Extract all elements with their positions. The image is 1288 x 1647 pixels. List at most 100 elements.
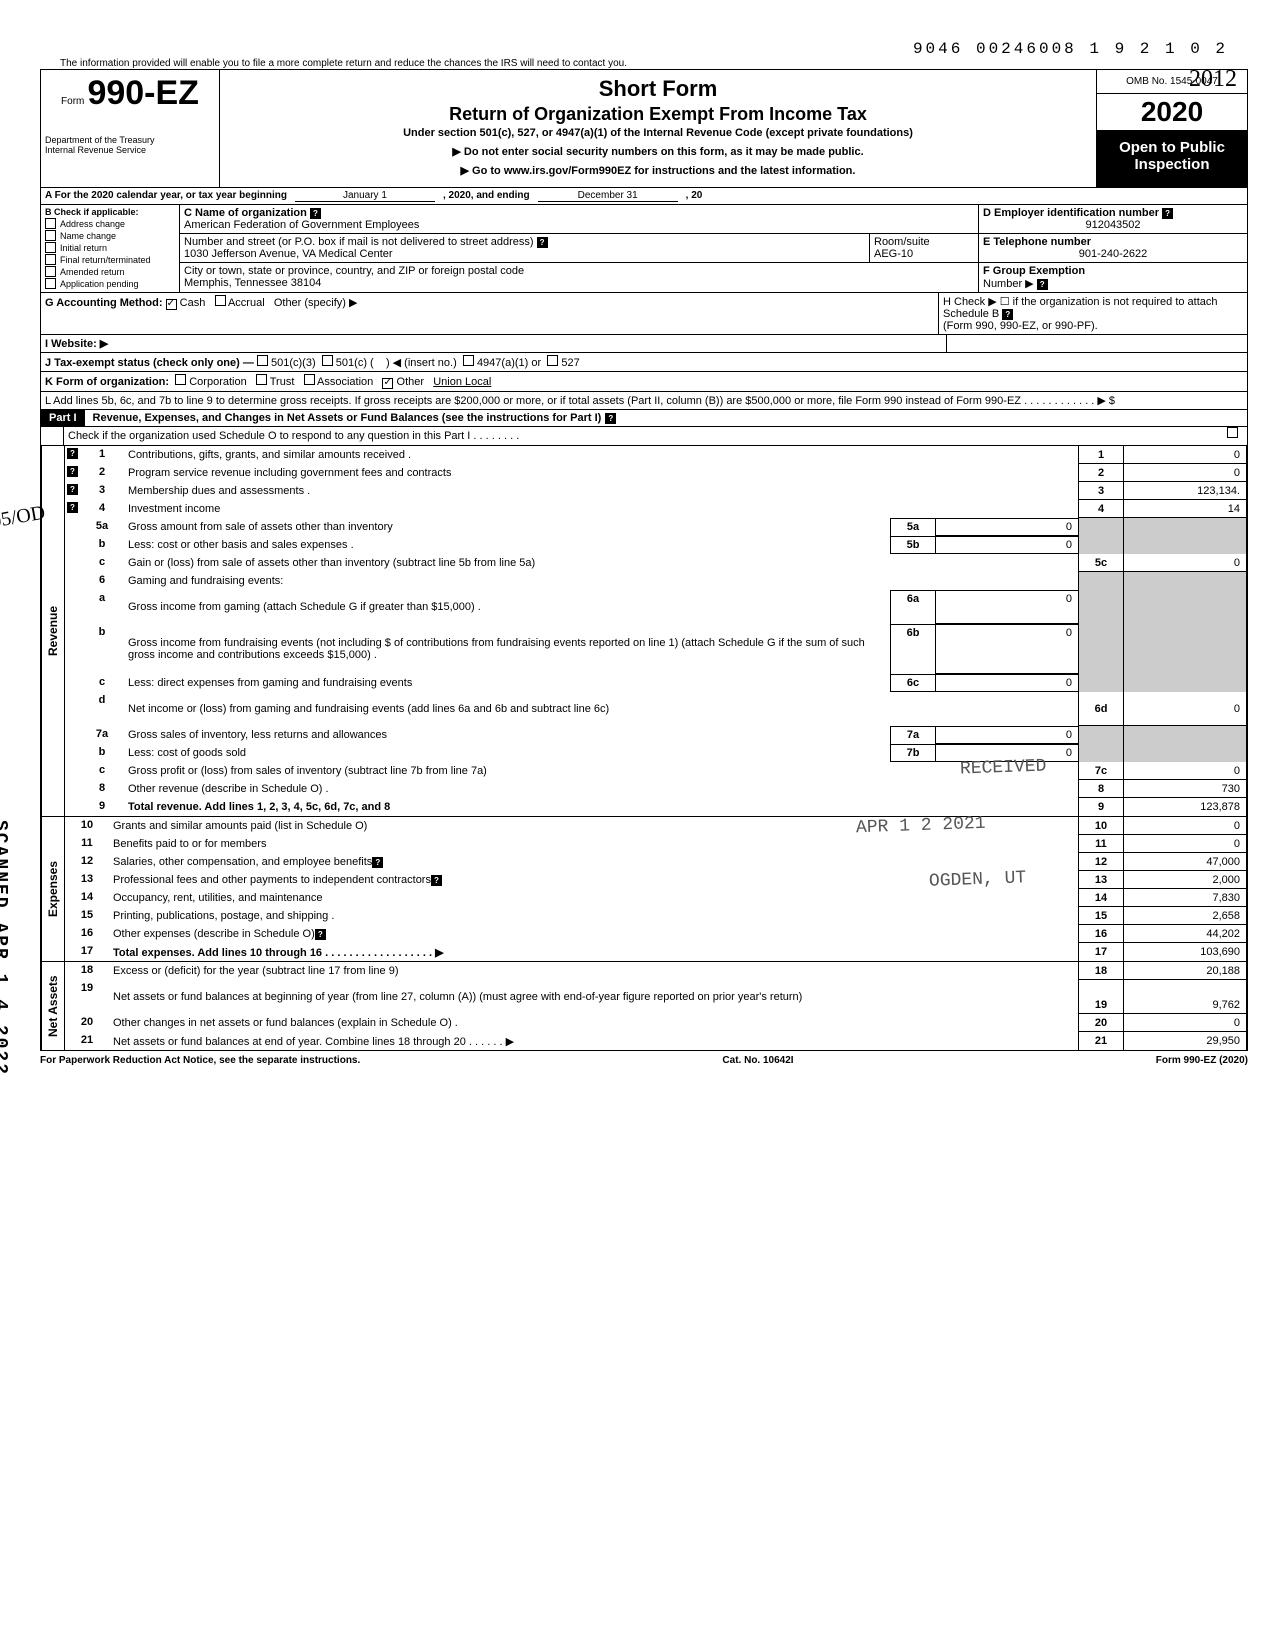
expenses-label: Expenses (41, 817, 64, 961)
line-6b: Gross income from fundraising events (no… (124, 624, 890, 674)
line-3: Membership dues and assessments . (124, 482, 1078, 500)
form-header: Form 990-EZ Department of the Treasury I… (40, 69, 1248, 188)
cb-name-change[interactable] (45, 230, 56, 241)
part1-title: Revenue, Expenses, and Changes in Net As… (85, 412, 602, 424)
line-h2: (Form 990, 990-EZ, or 990-PF). (943, 320, 1098, 332)
ein-value: 912043502 (983, 219, 1243, 231)
cb-501c3[interactable] (257, 355, 268, 366)
line-2: Program service revenue including govern… (124, 464, 1078, 482)
line-h: H Check ▶ ☐ if the organization is not r… (943, 296, 1218, 320)
addr-label: Number and street (or P.O. box if mail i… (184, 236, 534, 248)
received-stamp: RECEIVED (959, 756, 1046, 779)
help-icon[interactable]: ? (67, 466, 78, 477)
cb-final-return[interactable] (45, 254, 56, 265)
form-number: 990-EZ (87, 74, 199, 112)
val-20: 0 (1123, 1014, 1246, 1032)
section-c-label: C Name of organization (184, 207, 307, 219)
line-15: Printing, publications, postage, and shi… (109, 907, 1078, 925)
val-10: 0 (1123, 817, 1246, 835)
val-5c: 0 (1123, 554, 1246, 572)
cb-amended[interactable] (45, 266, 56, 277)
cb-accrual[interactable] (215, 295, 226, 306)
line-5b: Less: cost or other basis and sales expe… (124, 536, 890, 554)
date-stamp: APR 1 2 2021 (856, 814, 986, 839)
help-icon[interactable]: ? (431, 875, 442, 886)
ogden-stamp: OGDEN, UT (928, 868, 1026, 891)
help-icon[interactable]: ? (605, 413, 616, 424)
line-6: Gaming and fundraising events: (124, 572, 1078, 590)
netassets-label: Net Assets (41, 962, 64, 1050)
line-7b: Less: cost of goods sold (124, 744, 890, 762)
section-d-label: D Employer identification number (983, 207, 1159, 219)
line-6d: Net income or (loss) from gaming and fun… (124, 692, 1078, 726)
val-12: 47,000 (1123, 853, 1246, 871)
line-17: Total expenses. Add lines 10 through 16 … (109, 943, 1078, 961)
dept-irs: Internal Revenue Service (45, 145, 215, 155)
val-2: 0 (1123, 464, 1246, 482)
cb-pending[interactable] (45, 278, 56, 289)
cb-trust[interactable] (256, 374, 267, 385)
footer: For Paperwork Reduction Act Notice, see … (40, 1051, 1248, 1070)
help-icon[interactable]: ? (67, 502, 78, 513)
help-icon[interactable]: ? (67, 484, 78, 495)
help-icon[interactable]: ? (1162, 208, 1173, 219)
cb-corp[interactable] (175, 374, 186, 385)
tax-year: 20202020 (1097, 94, 1247, 131)
ssn-warning: ▶ Do not enter social security numbers o… (230, 145, 1086, 158)
other-org-val: Union Local (433, 376, 491, 388)
room-label: Room/suite (874, 236, 930, 248)
section-f-label: F Group Exemption (983, 265, 1085, 277)
line-16: Other expenses (describe in Schedule O) … (109, 925, 1078, 943)
cb-527[interactable] (547, 355, 558, 366)
val-11: 0 (1123, 835, 1246, 853)
revenue-label: Revenue (41, 446, 64, 816)
open-public: Open to Public Inspection (1097, 131, 1247, 187)
val-8: 730 (1123, 780, 1246, 798)
val-3: 123,134. (1123, 482, 1246, 500)
help-icon[interactable]: ? (310, 208, 321, 219)
section-b: B Check if applicable: Address change Na… (41, 205, 180, 292)
help-icon[interactable]: ? (1002, 309, 1013, 320)
line-13: Professional fees and other payments to … (109, 871, 1078, 889)
part1-label: Part I (41, 410, 85, 426)
under-section: Under section 501(c), 527, or 4947(a)(1)… (230, 127, 1086, 139)
cb-other[interactable] (382, 378, 393, 389)
city-value: Memphis, Tennessee 38104 (184, 277, 321, 289)
val-7c: 0 (1123, 762, 1246, 780)
line-6c: Less: direct expenses from gaming and fu… (124, 674, 890, 692)
line-7c: Gross profit or (loss) from sales of inv… (124, 762, 1078, 780)
val-9: 123,878 (1123, 798, 1246, 816)
help-icon[interactable]: ? (537, 237, 548, 248)
help-icon[interactable]: ? (315, 929, 326, 940)
cb-initial-return[interactable] (45, 242, 56, 253)
line-18: Excess or (deficit) for the year (subtra… (109, 962, 1078, 980)
val-13: 2,000 (1123, 871, 1246, 889)
cb-address-change[interactable] (45, 218, 56, 229)
val-21: 29,950 (1123, 1032, 1246, 1050)
cb-assoc[interactable] (304, 374, 315, 385)
help-icon[interactable]: ? (1037, 279, 1048, 290)
val-4: 14 (1123, 500, 1246, 518)
line-20: Other changes in net assets or fund bala… (109, 1014, 1078, 1032)
help-icon[interactable]: ? (372, 857, 383, 868)
scanned-stamp: SCANNED APR 1 4 2022 (0, 820, 10, 1076)
line-6a: Gross income from gaming (attach Schedul… (124, 590, 890, 624)
val-16: 44,202 (1123, 925, 1246, 943)
val-6c: 0 (935, 674, 1078, 692)
city-label: City or town, state or province, country… (184, 265, 524, 277)
line-12: Salaries, other compensation, and employ… (109, 853, 1078, 871)
org-name: American Federation of Government Employ… (184, 219, 419, 231)
help-icon[interactable]: ? (67, 448, 78, 459)
cb-501c[interactable] (322, 355, 333, 366)
cb-4947[interactable] (463, 355, 474, 366)
val-15: 2,658 (1123, 907, 1246, 925)
cb-schedule-o[interactable] (1227, 427, 1238, 438)
section-f-label2: Number ▶ (983, 278, 1034, 290)
cb-cash[interactable] (166, 299, 177, 310)
room-value: AEG-10 (874, 248, 913, 260)
line-7a: Gross sales of inventory, less returns a… (124, 726, 890, 744)
handwritten-year: 2012 (1189, 66, 1237, 93)
line-k-label: K Form of organization: (45, 376, 169, 388)
line-21: Net assets or fund balances at end of ye… (109, 1032, 1078, 1050)
val-5a: 0 (935, 518, 1078, 536)
